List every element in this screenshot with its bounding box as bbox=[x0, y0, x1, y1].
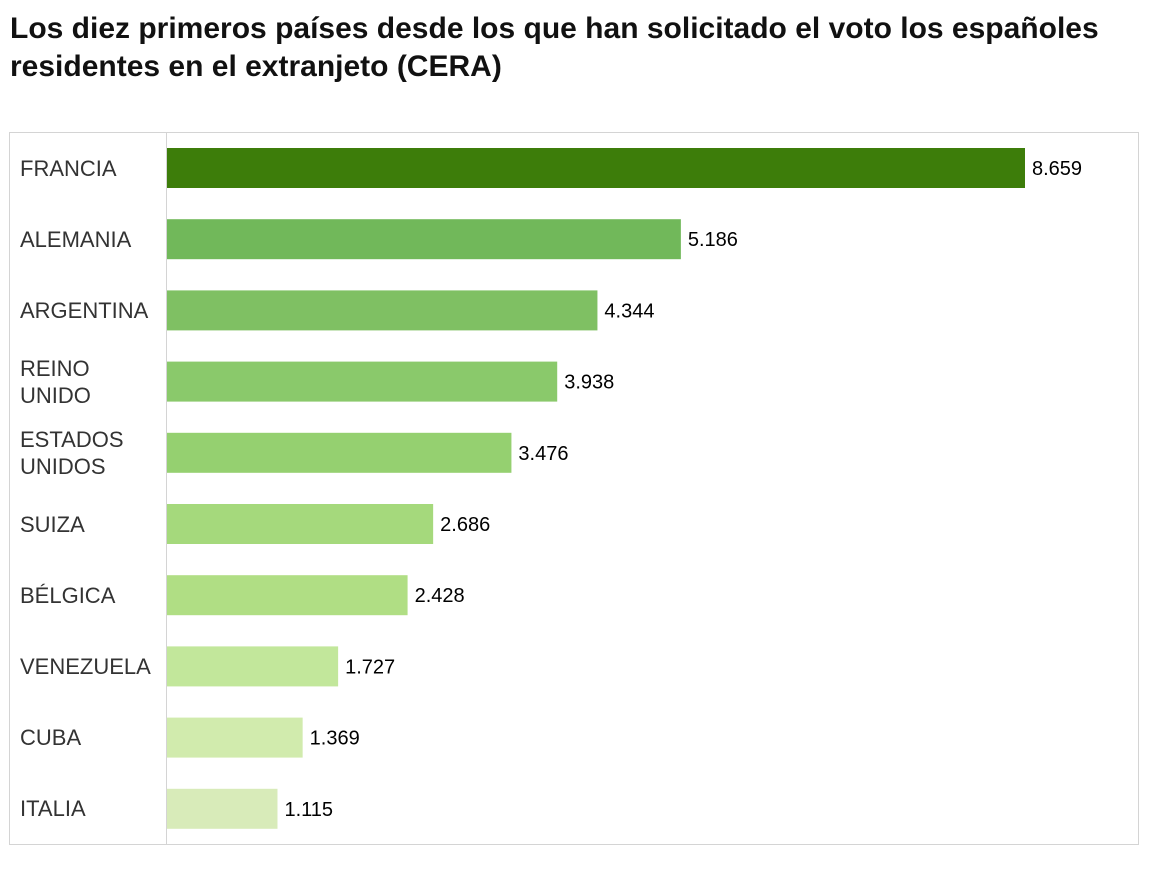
data-label: 1.369 bbox=[310, 728, 360, 750]
bar bbox=[167, 646, 339, 687]
data-label: 2.428 bbox=[415, 585, 465, 607]
category-label: REINO UNIDO bbox=[20, 352, 165, 412]
category-label-text: ITALIA bbox=[20, 796, 86, 822]
bar bbox=[167, 361, 558, 402]
category-label-text: CUBA bbox=[20, 725, 82, 751]
category-label-text: VENEZUELA bbox=[20, 653, 151, 679]
category-label: SUIZA bbox=[20, 494, 165, 554]
category-label: FRANCIA bbox=[20, 138, 165, 198]
category-label: ALEMANIA bbox=[20, 209, 165, 269]
data-label: 3.476 bbox=[518, 443, 568, 465]
category-label: VENEZUELA bbox=[20, 636, 165, 696]
bar bbox=[167, 432, 512, 473]
bar bbox=[167, 290, 598, 331]
category-label: ESTADOS UNIDOS bbox=[20, 423, 165, 483]
category-label-text: BÉLGICA bbox=[20, 582, 116, 608]
data-label: 8.659 bbox=[1032, 158, 1082, 180]
category-label: ARGENTINA bbox=[20, 280, 165, 340]
category-label-text: SUIZA bbox=[20, 511, 85, 537]
data-label: 5.186 bbox=[688, 229, 738, 251]
category-label: ITALIA bbox=[20, 779, 165, 839]
bar bbox=[167, 504, 434, 544]
data-label: 1.115 bbox=[284, 799, 333, 821]
bar bbox=[167, 717, 303, 758]
data-label: 4.344 bbox=[604, 300, 654, 322]
data-label: 3.938 bbox=[564, 372, 614, 394]
bar bbox=[167, 575, 408, 616]
category-label-text: FRANCIA bbox=[20, 155, 117, 181]
bar bbox=[167, 148, 1025, 188]
bar bbox=[167, 788, 278, 829]
bar bbox=[167, 219, 681, 260]
category-label-text: ARGENTINA bbox=[20, 297, 149, 323]
data-label: 1.727 bbox=[345, 656, 395, 678]
category-label: CUBA bbox=[20, 708, 165, 768]
chart-title: Los diez primeros países desde los que h… bbox=[10, 12, 1099, 83]
category-label: BÉLGICA bbox=[20, 565, 165, 625]
category-label-text: REINO UNIDO bbox=[20, 355, 91, 408]
category-label-text: ALEMANIA bbox=[20, 226, 132, 252]
category-label-text: ESTADOS UNIDOS bbox=[20, 426, 124, 479]
data-label: 2.686 bbox=[440, 514, 490, 536]
